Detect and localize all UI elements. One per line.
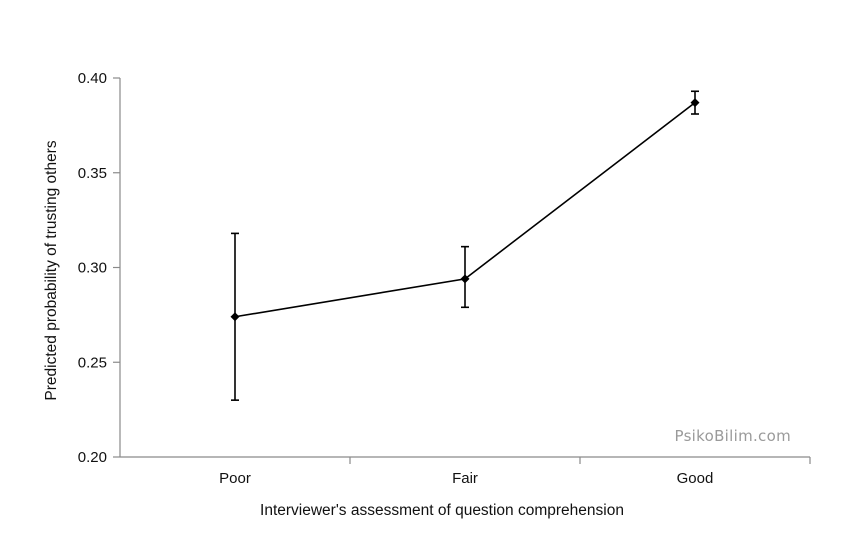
axes: 0.20 0.25 0.30 0.35 0.40 Poor Fair Good — [78, 70, 811, 487]
data-point — [460, 274, 470, 284]
y-tick-label: 0.30 — [78, 260, 107, 277]
y-tick-label: 0.40 — [78, 70, 107, 87]
x-tick-label: Fair — [452, 470, 478, 487]
data-point — [230, 312, 240, 322]
y-tick-label: 0.20 — [78, 449, 107, 466]
y-tick-label: 0.25 — [78, 354, 107, 371]
y-axis-label: Predicted probability of trusting others — [43, 140, 60, 400]
series — [230, 90, 700, 401]
x-axis-label: Interviewer's assessment of question com… — [260, 502, 624, 519]
watermark: PsikoBilim.com — [674, 427, 791, 445]
x-ticks: Poor Fair Good — [219, 457, 811, 487]
y-ticks: 0.20 0.25 0.30 0.35 0.40 — [78, 70, 120, 466]
x-tick-label: Poor — [219, 470, 251, 487]
data-point — [690, 98, 700, 108]
y-tick-label: 0.35 — [78, 165, 107, 182]
x-tick-label: Good — [677, 470, 714, 487]
